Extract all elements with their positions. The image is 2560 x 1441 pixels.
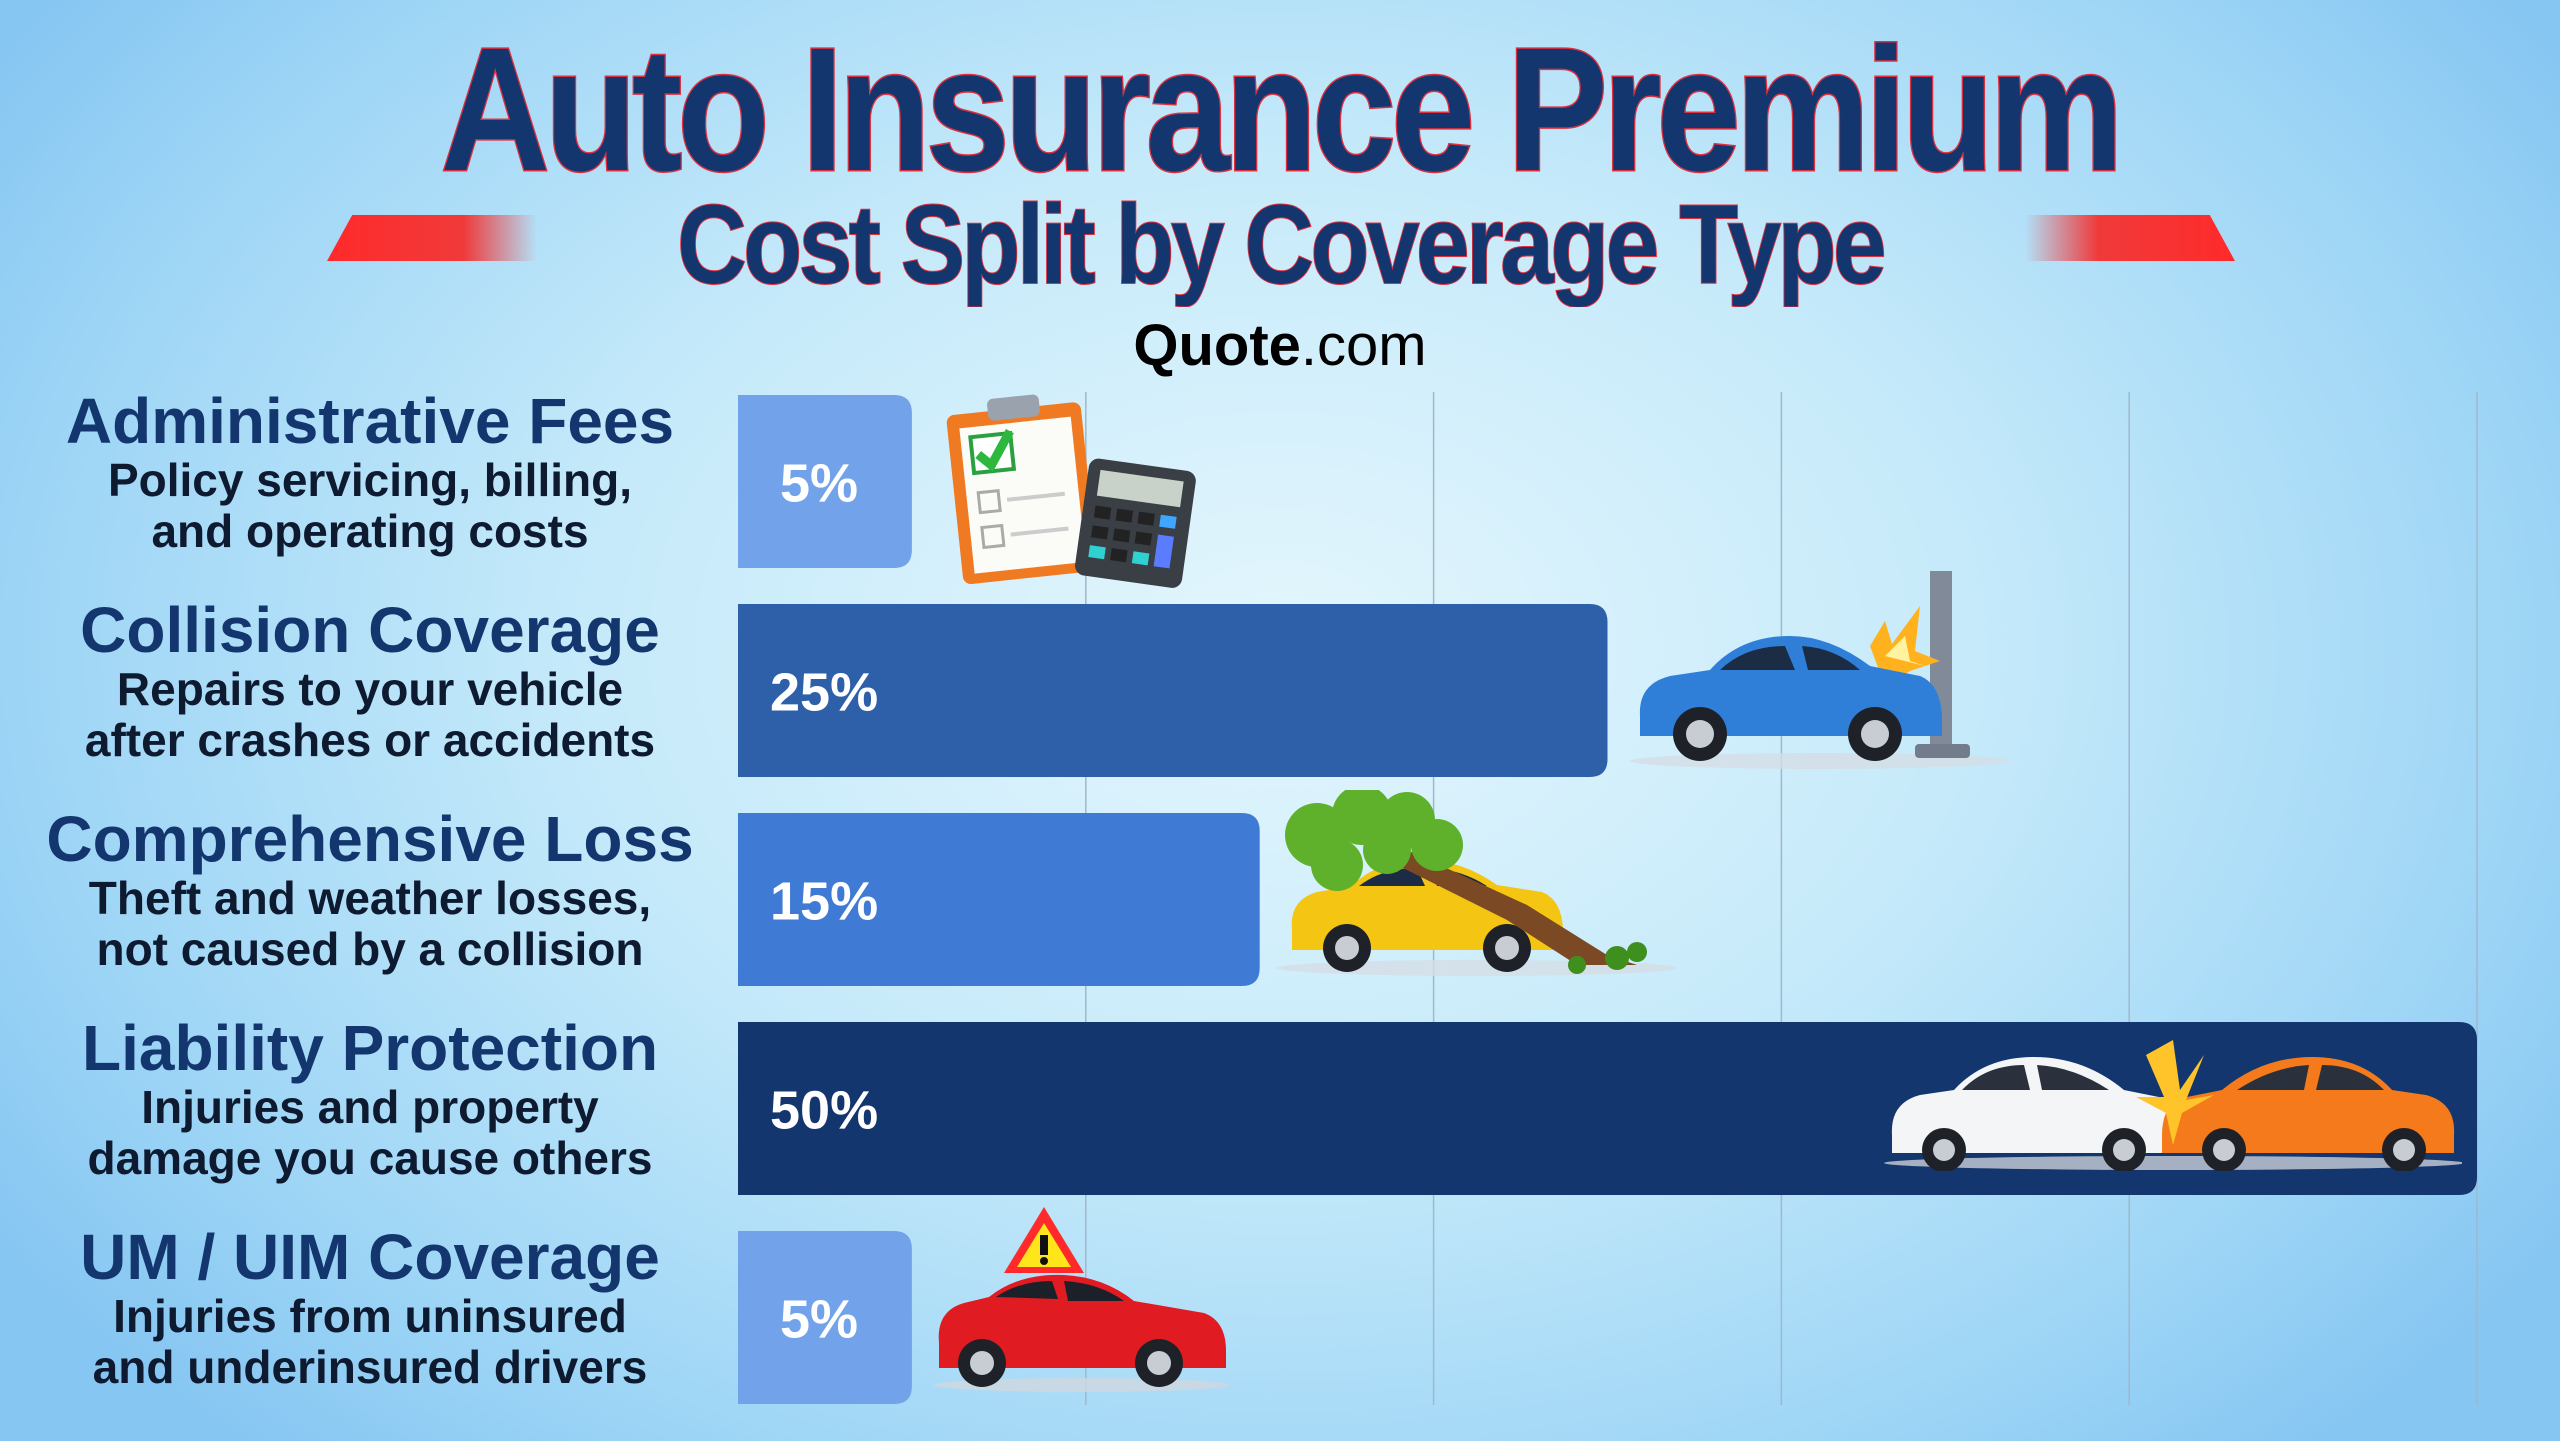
brand-rest: .com — [1300, 313, 1427, 378]
data-label: 5% — [780, 1290, 858, 1350]
category-description: not caused by a collision — [96, 923, 644, 975]
category-label: Liability Protection Injuries and propert… — [20, 1014, 720, 1184]
category-description: Injuries and property — [141, 1081, 599, 1133]
clipboard-calculator-icon — [946, 394, 1196, 588]
brand-bold: Quote — [1133, 313, 1301, 378]
category-label: UM / UIM Coverage Injuries from uninsured… — [20, 1223, 720, 1393]
subtitle-text: Cost Split by Coverage Type — [676, 181, 1887, 308]
category-label: Administrative Fees Policy servicing, bil… — [20, 387, 720, 557]
chart-title: Auto Insurance Premium — [0, 10, 2560, 210]
category-name: Administrative Fees — [65, 385, 675, 457]
car-warning-sign-icon — [934, 1207, 1230, 1392]
category-label: Collision Coverage Repairs to your vehicl… — [20, 596, 720, 766]
data-label: 50% — [770, 1081, 878, 1141]
red-stripe-left — [327, 215, 537, 261]
data-label: 5% — [780, 454, 858, 514]
category-description: Policy servicing, billing, — [107, 454, 633, 506]
bar — [738, 813, 1260, 986]
category-description: Theft and weather losses, — [88, 872, 652, 924]
car-hitting-pole-icon — [1630, 571, 2010, 769]
category-name: UM / UIM Coverage — [80, 1221, 660, 1293]
red-stripe-right — [2025, 215, 2235, 261]
tree-fallen-on-car-icon — [1277, 790, 1677, 976]
data-label: 15% — [770, 872, 878, 932]
bar — [738, 604, 1608, 777]
chart-subtitle: Cost Split by Coverage Type — [0, 180, 2560, 310]
category-name: Liability Protection — [81, 1012, 659, 1084]
brand-logo: Quote.com — [0, 312, 2560, 379]
bar — [738, 1231, 912, 1404]
data-label: 25% — [770, 663, 878, 723]
category-description: damage you cause others — [87, 1132, 653, 1184]
category-name: Collision Coverage — [80, 594, 660, 666]
category-description: and underinsured drivers — [92, 1341, 648, 1393]
category-name: Comprehensive Loss — [46, 803, 694, 875]
category-description: after crashes or accidents — [84, 714, 656, 766]
category-description: and operating costs — [151, 505, 589, 557]
two-car-collision-icon — [1884, 1040, 2462, 1171]
category-label: Comprehensive Loss Theft and weather loss… — [20, 805, 720, 975]
category-description: Injuries from uninsured — [113, 1290, 627, 1342]
bar — [738, 395, 912, 568]
category-description: Repairs to your vehicle — [116, 663, 624, 715]
title-text: Auto Insurance Premium — [440, 11, 2126, 210]
